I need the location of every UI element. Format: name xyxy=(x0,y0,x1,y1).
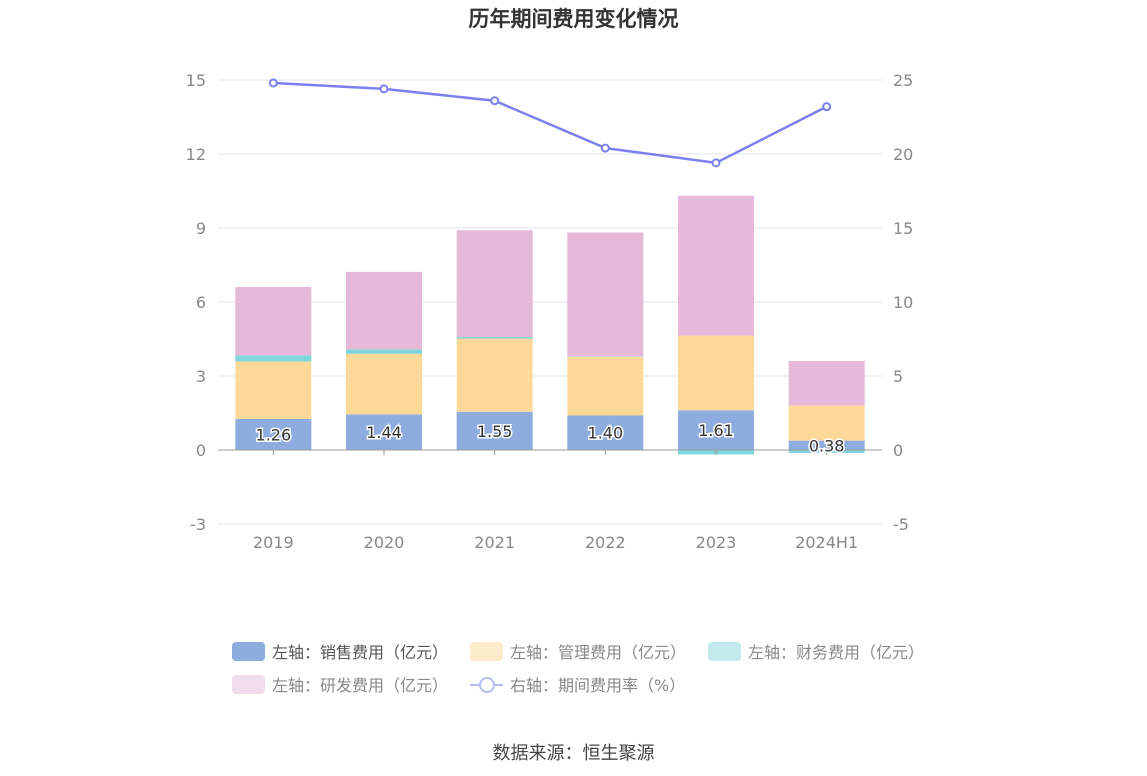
y-left-tick-label: 12 xyxy=(186,145,206,164)
y-right-tick-label: 20 xyxy=(893,145,913,164)
bar-0-2020 xyxy=(346,414,422,450)
legend-row-2: 左轴：研发费用（亿元） 右轴：期间费用率（%） xyxy=(232,671,707,697)
legend-item-admin[interactable]: 左轴：管理费用（亿元） xyxy=(470,639,686,663)
bar-3-2019 xyxy=(235,286,312,356)
legend-item-rate[interactable]: 右轴：期间费用率（%） xyxy=(470,672,685,696)
bar-1-2022 xyxy=(567,356,644,416)
sales-data-label: 1.26 xyxy=(256,425,292,444)
x-tick-label: 2021 xyxy=(474,533,515,552)
y-right-tick-label: 0 xyxy=(893,441,903,460)
bar-0-2019 xyxy=(235,418,312,450)
bar-3-2024H1 xyxy=(788,360,865,406)
y-right-tick-label: 5 xyxy=(893,367,903,386)
legend-swatch-sales xyxy=(232,641,265,661)
bar-3-2021 xyxy=(456,230,533,338)
sales-data-label: 1.44 xyxy=(366,423,402,442)
bar-1-2021 xyxy=(456,338,533,412)
bar-1-2019 xyxy=(235,361,312,419)
rate-point xyxy=(711,158,721,168)
bar-2-2020 xyxy=(346,349,422,354)
legend-label-sales: 左轴：销售费用（亿元） xyxy=(272,643,449,662)
bar-2-2022 xyxy=(567,356,644,357)
y-left-tick-label: 15 xyxy=(186,71,206,90)
bar-2-2021 xyxy=(456,337,533,339)
rate-point xyxy=(379,84,389,94)
y-left-tick-label: -3 xyxy=(190,515,206,534)
bar-0-2024H1 xyxy=(788,440,865,450)
chart-title: 历年期间费用变化情况 xyxy=(468,7,679,31)
y-left-tick-label: 6 xyxy=(196,293,206,312)
y-left-tick-label: 3 xyxy=(196,367,206,386)
source-note: 数据来源：恒生聚源 xyxy=(492,743,655,764)
legend-swatch-finance xyxy=(708,641,742,661)
sales-data-label: 1.61 xyxy=(698,421,734,440)
rate-point xyxy=(600,143,610,153)
x-tick-label: 2019 xyxy=(253,533,294,552)
bar-3-2020 xyxy=(346,271,422,350)
bar-3-2022 xyxy=(567,232,644,357)
x-tick-label: 2022 xyxy=(585,533,626,552)
bar-1-2023 xyxy=(678,335,754,411)
x-tick-label: 2024H1 xyxy=(795,533,858,552)
legend-swatch-admin xyxy=(470,641,504,661)
bar-1-2020 xyxy=(346,353,422,415)
rate-line xyxy=(273,81,828,165)
legend-row-1: 左轴：销售费用（亿元） 左轴：管理费用（亿元） 左轴：财务费用（亿元） xyxy=(232,638,946,664)
sales-data-label: 0.38 xyxy=(809,436,845,455)
bar-1-2024H1 xyxy=(788,405,865,441)
legend-label-admin: 左轴：管理费用（亿元） xyxy=(510,643,687,662)
legend-label-rate: 右轴：期间费用率（%） xyxy=(510,676,686,695)
y-right-tick-label: 25 xyxy=(893,71,913,90)
legend-label-rnd: 左轴：研发费用（亿元） xyxy=(272,676,449,695)
y-right-tick-label: -5 xyxy=(893,515,909,534)
bar-2-2019 xyxy=(235,355,312,362)
bar-0-2021 xyxy=(456,411,533,450)
y-right-tick-label: 10 xyxy=(893,293,913,312)
bar-0-2022 xyxy=(567,415,644,450)
sales-data-label: 1.40 xyxy=(588,424,624,443)
sales-data-label: 1.55 xyxy=(477,422,513,441)
y-left-tick-label: 0 xyxy=(196,441,206,460)
bar-0-2023 xyxy=(678,410,754,450)
rate-point xyxy=(822,102,832,112)
x-tick-label: 2020 xyxy=(364,533,405,552)
legend-label-finance: 左轴：财务费用（亿元） xyxy=(748,643,925,662)
rate-point xyxy=(268,78,278,88)
legend-item-sales[interactable]: 左轴：销售费用（亿元） xyxy=(232,639,448,663)
rate-point xyxy=(490,96,500,106)
legend-line-rate-icon xyxy=(470,675,504,694)
y-right-tick-label: 15 xyxy=(893,219,913,238)
legend-item-rnd[interactable]: 左轴：研发费用（亿元） xyxy=(232,672,448,696)
x-tick-label: 2023 xyxy=(696,533,737,552)
legend-swatch-rnd xyxy=(232,674,265,694)
bar-3-2023 xyxy=(678,195,754,336)
y-left-tick-label: 9 xyxy=(196,219,206,238)
legend-item-finance[interactable]: 左轴：财务费用（亿元） xyxy=(708,639,924,663)
